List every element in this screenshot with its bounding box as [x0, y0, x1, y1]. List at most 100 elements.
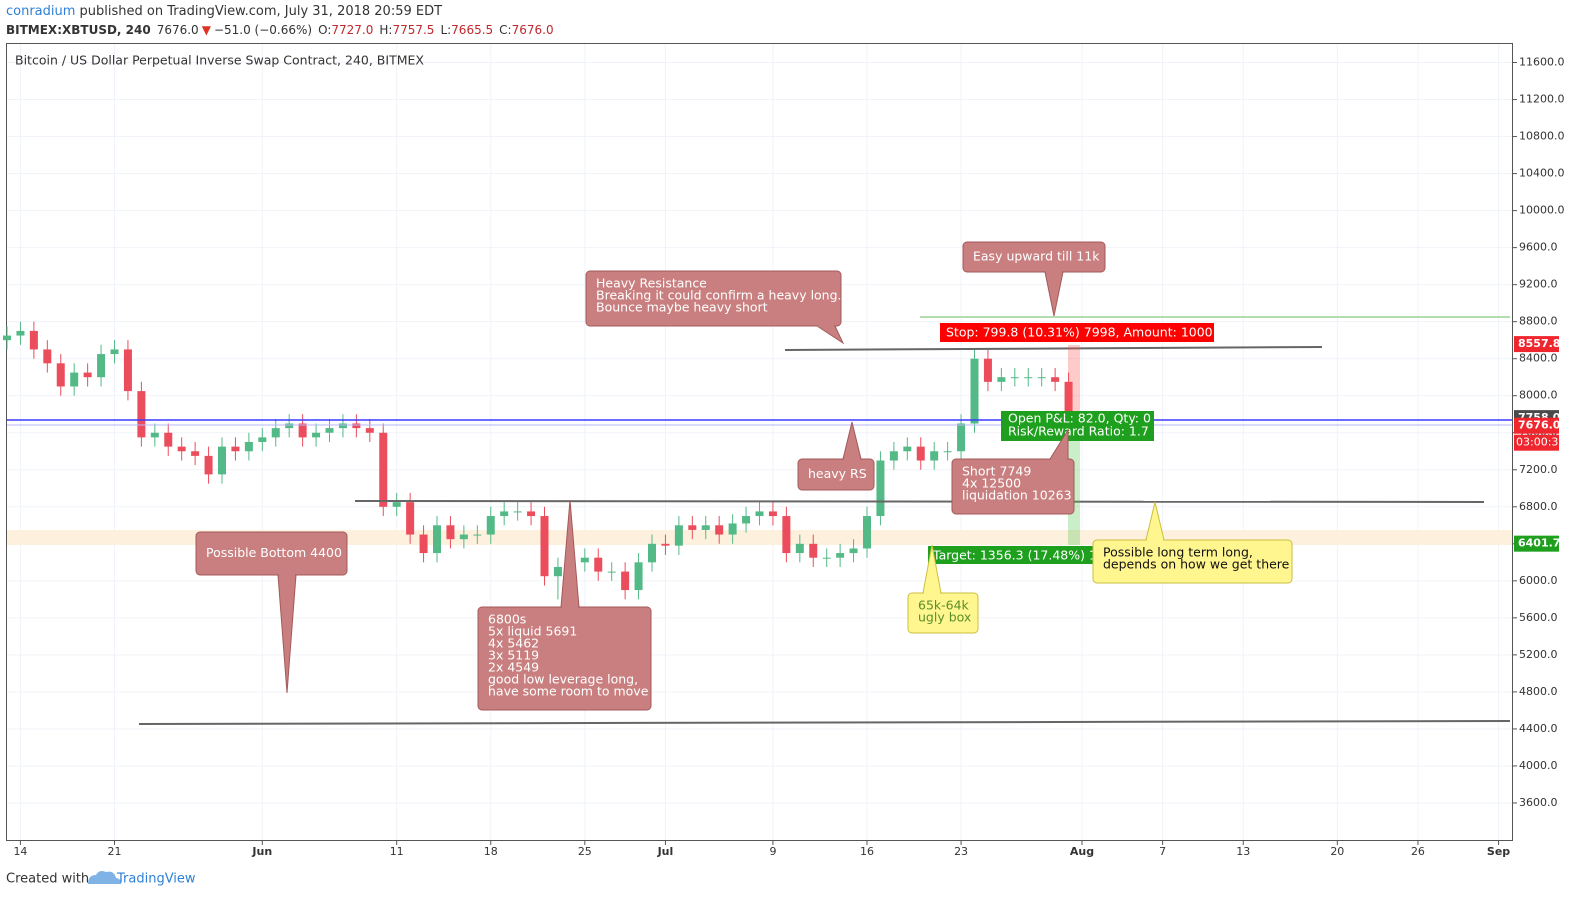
author[interactable]: conradium	[6, 4, 75, 19]
y-tick-label: 3600.0	[1519, 796, 1558, 809]
candle-body	[916, 446, 925, 461]
price-tag-label: 7676.0	[1518, 419, 1561, 432]
l-label: L:	[440, 23, 451, 37]
callout-text: depends on how we get there	[1103, 557, 1290, 572]
callout-box	[195, 531, 348, 576]
callout-text: 6800s	[488, 612, 526, 627]
candle-body	[97, 354, 106, 378]
y-tick-label: 10000.0	[1519, 204, 1565, 217]
candle-body	[527, 511, 536, 517]
callout-text: have some room to move	[488, 684, 649, 699]
candle-body	[997, 377, 1006, 382]
candle-body	[728, 523, 737, 535]
x-tick-label: Sep	[1487, 845, 1510, 858]
candle-body	[459, 534, 468, 540]
candle-body	[822, 557, 831, 559]
candle-body	[379, 432, 388, 507]
candle-body	[285, 423, 294, 429]
candle-body	[943, 451, 952, 453]
callout-box	[907, 592, 979, 634]
candle-body	[742, 516, 751, 524]
candle-body	[782, 516, 791, 554]
chart-title: Bitcoin / US Dollar Perpetual Inverse Sw…	[15, 53, 424, 68]
candle-body	[1064, 381, 1073, 426]
candle-body	[983, 358, 992, 382]
candle-body	[392, 502, 401, 507]
x-tick-label: 21	[108, 845, 122, 858]
x-tick-label: 16	[860, 845, 874, 858]
change: −51.0 (−0.66%)	[214, 23, 312, 37]
callout-text: good low leverage long,	[488, 672, 638, 687]
callout-tail	[1145, 501, 1165, 541]
callout-text: Possible Bottom 4400	[206, 545, 342, 560]
callout-tail	[815, 325, 845, 345]
callout-text: Easy upward till 11k	[973, 249, 1100, 264]
y-tick-label: 9200.0	[1519, 278, 1558, 291]
candle-body	[553, 566, 562, 577]
candle-body	[150, 432, 159, 438]
candle-body	[191, 451, 200, 456]
l-value: 7665.5	[451, 23, 493, 37]
c-value: 7676.0	[512, 23, 554, 37]
candle-body	[903, 446, 912, 452]
stop-label-box	[940, 323, 1214, 342]
callout-text: 65k-64k	[918, 598, 970, 613]
candle-body	[29, 330, 38, 350]
symbol: BITMEX:XBTUSD, 240	[6, 23, 151, 37]
candle-body	[648, 543, 656, 563]
price-tag-label: 8557.8	[1518, 337, 1560, 350]
candle-body	[338, 423, 347, 429]
resistance-line	[784, 346, 1323, 351]
candle-body	[244, 442, 253, 452]
x-tick-label: 26	[1411, 845, 1425, 858]
x-tick-label: Jul	[657, 845, 674, 858]
x-tick-label: 14	[13, 845, 27, 858]
candle-body	[177, 446, 186, 452]
callout-text: 4x 12500	[962, 476, 1021, 491]
candle-body	[1051, 377, 1060, 382]
last: 7676.0	[157, 23, 199, 37]
y-tick-label: 8000.0	[1519, 389, 1558, 402]
ratio-label: Risk/Reward Ratio: 1.7	[1008, 424, 1149, 439]
callout-text: Possible long term long,	[1103, 545, 1253, 560]
y-tick-label: 11200.0	[1519, 93, 1565, 106]
candle-body	[419, 534, 428, 554]
candle-body	[580, 557, 589, 563]
o-label: O:	[318, 23, 331, 37]
candle-body	[271, 428, 280, 438]
candle-body	[1024, 377, 1033, 379]
y-tick-label: 10400.0	[1519, 167, 1565, 180]
candle-body	[325, 428, 334, 433]
arrow: ▼	[202, 23, 212, 37]
y-tick-label: 11600.0	[1519, 56, 1565, 69]
callout-text: 4x 5462	[488, 636, 539, 651]
candle-body	[513, 511, 522, 513]
candle-body	[446, 525, 455, 540]
x-tick-label: 11	[390, 845, 404, 858]
candle-body	[688, 525, 697, 530]
x-tick-label: 18	[484, 845, 498, 858]
candle-body	[607, 571, 616, 573]
pnl-box	[1001, 411, 1154, 441]
candle-body	[701, 525, 710, 530]
candle-body	[352, 423, 361, 429]
candle-body	[594, 557, 603, 572]
candle-body	[930, 451, 939, 461]
level-line	[354, 500, 1485, 503]
candle-body	[661, 543, 670, 546]
candle-body	[164, 432, 173, 447]
candle-body	[1037, 377, 1046, 379]
callout-box	[962, 241, 1106, 273]
x-tick-label: 20	[1330, 845, 1344, 858]
x-tick-label: 23	[954, 845, 968, 858]
y-tick-label: 9600.0	[1519, 241, 1558, 254]
y-tick-label: 8400.0	[1519, 352, 1558, 365]
candle-body	[755, 511, 764, 517]
c-label: C:	[499, 23, 511, 37]
candle-body	[795, 543, 804, 554]
y-tick-label: 4400.0	[1519, 722, 1558, 735]
o-value: 7727.0	[331, 23, 373, 37]
callout-box	[585, 270, 842, 327]
candle-body	[204, 455, 213, 475]
footer-brand[interactable]: TradingView	[116, 872, 196, 887]
